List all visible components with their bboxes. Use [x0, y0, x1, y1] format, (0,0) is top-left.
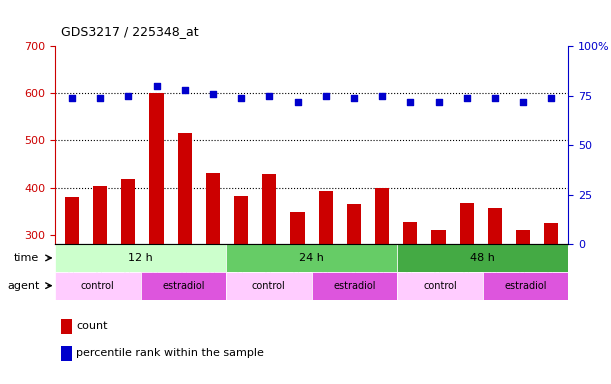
Text: estradiol: estradiol [333, 281, 376, 291]
Point [377, 93, 387, 99]
Point [462, 94, 472, 101]
Text: 24 h: 24 h [299, 253, 324, 263]
Point [67, 94, 77, 101]
Text: time: time [14, 253, 39, 263]
Text: GDS3217 / 225348_at: GDS3217 / 225348_at [61, 25, 199, 38]
Bar [397, 272, 483, 300]
Text: agent: agent [7, 281, 39, 291]
Point [180, 86, 189, 93]
Bar [226, 244, 397, 272]
Bar [375, 187, 389, 376]
Text: control: control [423, 281, 457, 291]
Point [406, 98, 415, 104]
Text: percentile rank within the sample: percentile rank within the sample [76, 348, 264, 358]
Text: estradiol: estradiol [162, 281, 205, 291]
Bar [234, 196, 248, 376]
Bar [206, 173, 220, 376]
Bar [544, 223, 558, 376]
Point [208, 91, 218, 97]
Point [293, 98, 302, 104]
Point [349, 94, 359, 101]
Bar [178, 133, 192, 376]
Text: 48 h: 48 h [470, 253, 495, 263]
Point [546, 94, 556, 101]
Point [434, 98, 444, 104]
Bar [488, 208, 502, 376]
Text: control: control [252, 281, 286, 291]
Bar [55, 272, 141, 300]
Bar [397, 244, 568, 272]
Point [152, 83, 161, 89]
Point [123, 93, 133, 99]
Bar [290, 212, 304, 376]
Bar [55, 244, 226, 272]
Bar [459, 203, 474, 376]
Bar [516, 230, 530, 376]
Point [236, 94, 246, 101]
Bar [141, 272, 226, 300]
Text: 12 h: 12 h [128, 253, 153, 263]
Bar [93, 186, 107, 376]
Bar [150, 93, 164, 376]
Text: count: count [76, 321, 108, 331]
Bar [431, 230, 445, 376]
Point [490, 94, 500, 101]
Bar [319, 191, 333, 376]
Point [321, 93, 331, 99]
Bar [347, 204, 361, 376]
Bar [312, 272, 397, 300]
Bar [403, 222, 417, 376]
Point [265, 93, 274, 99]
Bar [65, 197, 79, 376]
Bar [483, 272, 568, 300]
Bar [121, 179, 136, 376]
Text: estradiol: estradiol [504, 281, 547, 291]
Bar [262, 174, 276, 376]
Bar [226, 272, 312, 300]
Point [518, 98, 528, 104]
Point [95, 94, 105, 101]
Text: control: control [81, 281, 115, 291]
